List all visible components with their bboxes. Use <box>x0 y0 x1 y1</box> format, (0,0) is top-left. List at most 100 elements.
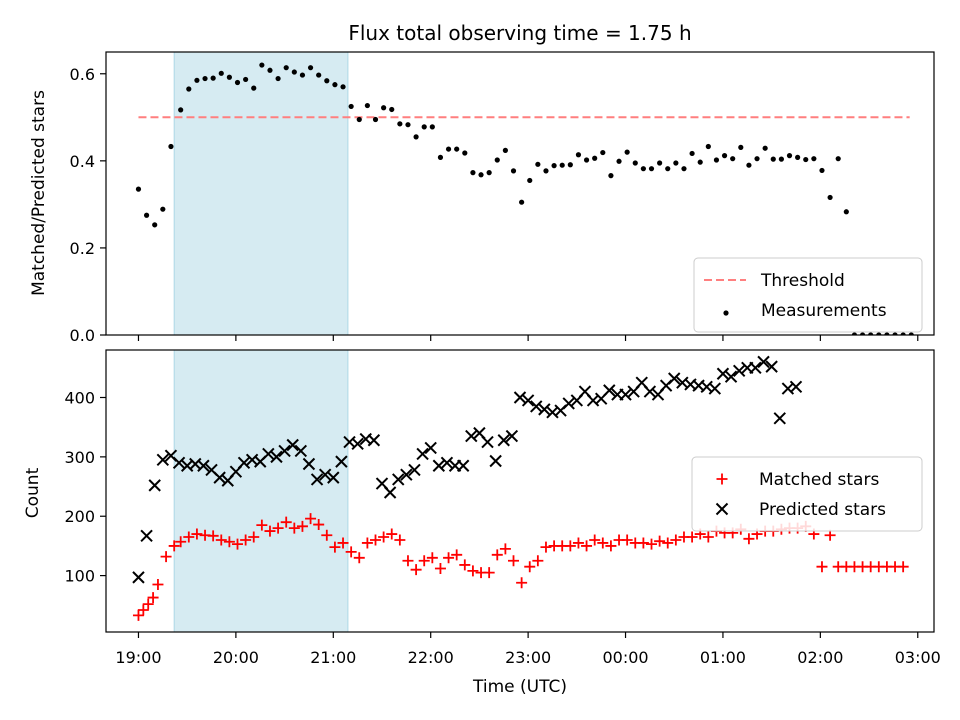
matched-star-point <box>491 549 503 561</box>
measurement-point <box>851 332 858 335</box>
matched-star-point <box>264 525 276 537</box>
predicted-star-point <box>148 479 161 492</box>
matched-star-point <box>132 609 144 621</box>
predicted-star-point <box>327 471 340 484</box>
legend-measurement-swatch <box>723 310 729 316</box>
bottom-y-tick-label: 100 <box>64 567 95 586</box>
measurement-point <box>705 143 711 150</box>
predicted-star-point <box>749 361 762 375</box>
matched-star-point <box>353 552 365 564</box>
top-plot-area <box>135 52 914 335</box>
matched-star-point <box>564 540 576 552</box>
measurement-point <box>721 153 728 159</box>
predicted-star-point <box>156 453 170 467</box>
measurement-point <box>275 75 281 82</box>
predicted-star-point <box>335 455 348 468</box>
measurement-point <box>665 166 671 172</box>
predicted-star-point <box>497 434 510 447</box>
bottom-y-tick-label: 400 <box>64 388 95 407</box>
x-tick-label: 03:00 <box>895 648 941 667</box>
measurement-point <box>632 160 638 166</box>
matched-star-point <box>142 598 154 610</box>
predicted-star-point <box>310 473 324 486</box>
predicted-star-point <box>716 367 730 380</box>
predicted-star-point <box>789 380 803 394</box>
measurement-point <box>152 222 158 228</box>
x-tick-label: 00:00 <box>602 648 648 667</box>
matched-star-point <box>499 543 511 555</box>
measurement-point <box>470 170 476 176</box>
top-panel: 0.0 0.2 0.4 0.6 <box>70 51 935 345</box>
matched-star-point <box>147 592 159 604</box>
matched-star-point <box>370 534 382 546</box>
measurement-point <box>332 82 338 88</box>
matched-star-point <box>451 549 463 561</box>
measurement-point <box>186 86 192 92</box>
measurement-point <box>592 155 598 161</box>
predicted-star-point <box>643 385 657 398</box>
measurement-point <box>811 156 817 162</box>
matched-star-point <box>816 561 828 573</box>
measurement-point <box>445 146 452 152</box>
measurement-point <box>884 332 890 335</box>
matched-star-point <box>532 555 544 567</box>
measurement-point <box>575 152 582 158</box>
measurement-point <box>778 156 784 162</box>
measurement-point <box>843 209 849 215</box>
predicted-star-point <box>367 434 381 447</box>
measurement-point <box>519 199 525 205</box>
bottom-y-tick-label: 200 <box>64 507 95 526</box>
bottom-axes-frame <box>105 349 935 633</box>
measurement-point <box>389 106 395 113</box>
measurement-point <box>194 77 200 83</box>
matched-star-point <box>605 540 617 552</box>
predicted-star-point <box>481 435 494 449</box>
matched-star-point <box>191 528 203 540</box>
matched-star-point <box>232 538 244 550</box>
measurement-point <box>502 147 508 153</box>
measurement-point <box>283 65 289 71</box>
measurement-point <box>421 124 427 130</box>
matched-star-point <box>248 531 260 543</box>
matched-star-point <box>670 534 682 546</box>
matched-star-point <box>378 531 390 543</box>
measurement-point <box>462 150 468 156</box>
measurement-point <box>437 154 444 160</box>
predicted-star-point <box>773 412 786 425</box>
top-axes-frame <box>105 51 935 336</box>
measurement-point <box>648 166 655 172</box>
x-tick-label: 01:00 <box>700 648 746 667</box>
measurement-point <box>770 156 776 162</box>
predicted-star-point <box>197 459 210 472</box>
bottom-series-2 <box>132 355 803 584</box>
predicted-star-point <box>400 468 413 481</box>
matched-star-point <box>329 541 341 553</box>
measurement-point <box>143 212 150 218</box>
measurement-point <box>673 160 679 166</box>
measurement-point <box>795 154 801 160</box>
matched-star-point <box>654 535 666 547</box>
matched-star-point <box>581 540 593 552</box>
measurement-point <box>738 144 744 150</box>
measurement-point <box>803 156 809 163</box>
matched-star-point <box>637 537 649 549</box>
matched-star-point <box>168 540 180 552</box>
matched-star-point <box>280 516 292 528</box>
matched-star-point <box>743 533 755 545</box>
measurement-point <box>827 194 833 201</box>
measurement-point <box>583 157 590 163</box>
measurement-point <box>786 153 793 159</box>
measurement-point <box>324 78 330 84</box>
matched-star-point <box>418 555 430 567</box>
matched-star-point <box>402 555 414 567</box>
predicted-star-point <box>562 397 575 410</box>
matched-star-point <box>443 552 455 564</box>
x-tick-label: 22:00 <box>408 648 454 667</box>
measurement-point <box>876 332 882 335</box>
matched-star-point <box>386 528 398 540</box>
predicted-star-point <box>521 394 535 407</box>
top-y-tick-label: 0.6 <box>70 65 95 84</box>
predicted-star-point <box>668 372 681 385</box>
predicted-star-point <box>294 444 308 458</box>
